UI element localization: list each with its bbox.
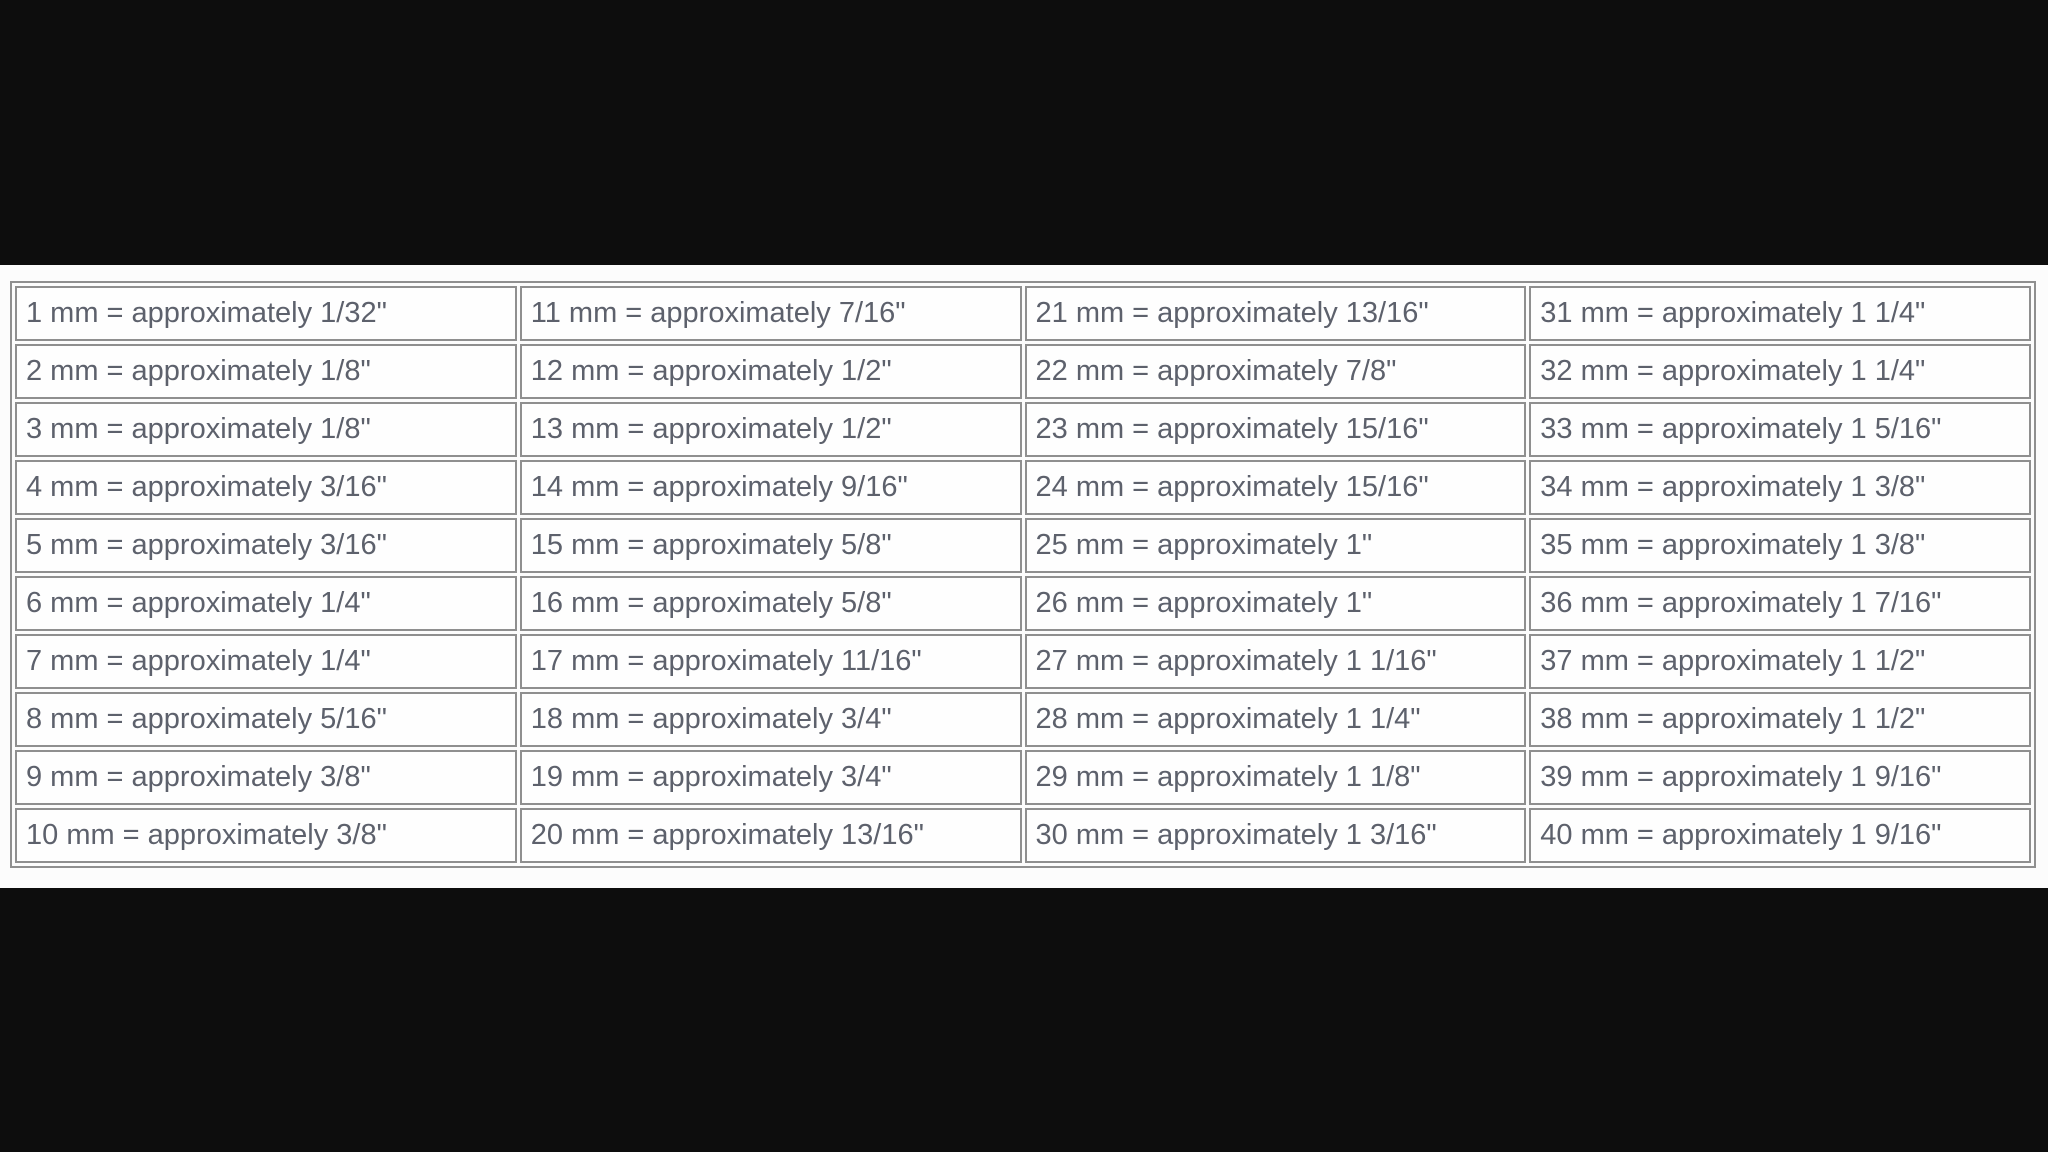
table-cell: 15 mm = approximately 5/8" — [519, 518, 1022, 573]
table-cell: 17 mm = approximately 11/16" — [519, 634, 1022, 689]
table-cell: 10 mm = approximately 3/8" — [15, 808, 517, 863]
table-cell: 33 mm = approximately 1 5/16" — [1529, 402, 2031, 457]
table-cell: 26 mm = approximately 1" — [1024, 576, 1527, 631]
letterbox-top — [0, 0, 2048, 265]
table-row: 7 mm = approximately 1/4" 17 mm = approx… — [15, 634, 2031, 689]
table-row: 6 mm = approximately 1/4" 16 mm = approx… — [15, 576, 2031, 631]
table-row: 10 mm = approximately 3/8" 20 mm = appro… — [15, 808, 2031, 863]
mm-to-inch-conversion-table: 1 mm = approximately 1/32" 11 mm = appro… — [10, 281, 2036, 868]
table-cell: 22 mm = approximately 7/8" — [1024, 344, 1527, 399]
table-cell: 8 mm = approximately 5/16" — [15, 692, 517, 747]
table-row: 3 mm = approximately 1/8" 13 mm = approx… — [15, 402, 2031, 457]
table-cell: 36 mm = approximately 1 7/16" — [1529, 576, 2031, 631]
table-cell: 30 mm = approximately 1 3/16" — [1024, 808, 1527, 863]
table-cell: 18 mm = approximately 3/4" — [519, 692, 1022, 747]
table-cell: 6 mm = approximately 1/4" — [15, 576, 517, 631]
table-cell: 25 mm = approximately 1" — [1024, 518, 1527, 573]
table-cell: 9 mm = approximately 3/8" — [15, 750, 517, 805]
table-cell: 38 mm = approximately 1 1/2" — [1529, 692, 2031, 747]
table-row: 9 mm = approximately 3/8" 19 mm = approx… — [15, 750, 2031, 805]
table-row: 1 mm = approximately 1/32" 11 mm = appro… — [15, 286, 2031, 341]
table-cell: 32 mm = approximately 1 1/4" — [1529, 344, 2031, 399]
table-cell: 40 mm = approximately 1 9/16" — [1529, 808, 2031, 863]
table-row: 2 mm = approximately 1/8" 12 mm = approx… — [15, 344, 2031, 399]
table-cell: 37 mm = approximately 1 1/2" — [1529, 634, 2031, 689]
table-cell: 12 mm = approximately 1/2" — [519, 344, 1022, 399]
table-cell: 28 mm = approximately 1 1/4" — [1024, 692, 1527, 747]
table-cell: 35 mm = approximately 1 3/8" — [1529, 518, 2031, 573]
table-cell: 23 mm = approximately 15/16" — [1024, 402, 1527, 457]
table-cell: 1 mm = approximately 1/32" — [15, 286, 517, 341]
table-cell: 7 mm = approximately 1/4" — [15, 634, 517, 689]
table-cell: 16 mm = approximately 5/8" — [519, 576, 1022, 631]
table-row: 4 mm = approximately 3/16" 14 mm = appro… — [15, 460, 2031, 515]
table-cell: 39 mm = approximately 1 9/16" — [1529, 750, 2031, 805]
table-cell: 31 mm = approximately 1 1/4" — [1529, 286, 2031, 341]
table-cell: 34 mm = approximately 1 3/8" — [1529, 460, 2031, 515]
table-cell: 27 mm = approximately 1 1/16" — [1024, 634, 1527, 689]
table-cell: 14 mm = approximately 9/16" — [519, 460, 1022, 515]
table-cell: 11 mm = approximately 7/16" — [519, 286, 1022, 341]
table-sheet: 1 mm = approximately 1/32" 11 mm = appro… — [0, 265, 2048, 888]
table-cell: 20 mm = approximately 13/16" — [519, 808, 1022, 863]
table-cell: 24 mm = approximately 15/16" — [1024, 460, 1527, 515]
table-cell: 19 mm = approximately 3/4" — [519, 750, 1022, 805]
table-cell: 13 mm = approximately 1/2" — [519, 402, 1022, 457]
table-row: 5 mm = approximately 3/16" 15 mm = appro… — [15, 518, 2031, 573]
table-cell: 3 mm = approximately 1/8" — [15, 402, 517, 457]
letterbox-bottom — [0, 888, 2048, 1152]
table-cell: 29 mm = approximately 1 1/8" — [1024, 750, 1527, 805]
table-cell: 2 mm = approximately 1/8" — [15, 344, 517, 399]
table-cell: 21 mm = approximately 13/16" — [1024, 286, 1527, 341]
table-row: 8 mm = approximately 5/16" 18 mm = appro… — [15, 692, 2031, 747]
table-cell: 5 mm = approximately 3/16" — [15, 518, 517, 573]
table-cell: 4 mm = approximately 3/16" — [15, 460, 517, 515]
